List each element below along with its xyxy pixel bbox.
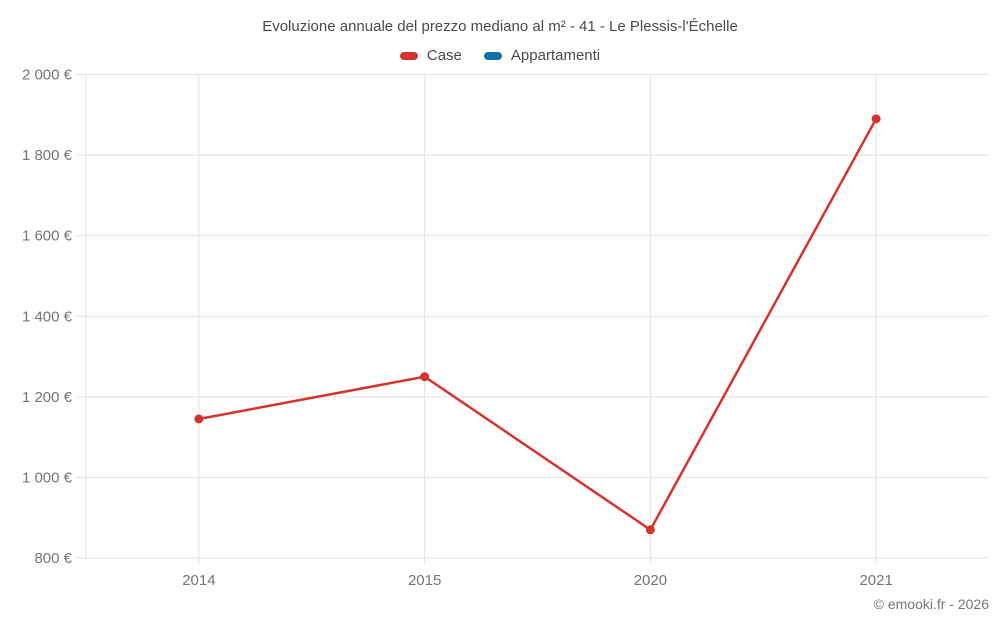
y-tick-label: 2 000 € [22,67,73,84]
legend-item-case[interactable]: Case [399,47,462,64]
x-tick-label: 2020 [634,572,667,589]
y-tick-label: 1 600 € [22,228,73,245]
x-tick-label: 2014 [182,572,215,589]
y-tick-label: 1 200 € [22,389,73,406]
chart-legend: Case Appartamenti [0,47,1000,64]
data-point-case-2021[interactable] [871,114,881,124]
y-tick-label: 1 000 € [22,469,73,486]
x-tick-label: 2021 [859,572,892,589]
data-point-case-2020[interactable] [645,525,655,535]
x-tick-label: 2015 [408,572,441,589]
y-tick-label: 1 400 € [22,308,73,325]
y-tick-label: 800 € [34,550,72,567]
legend-item-appartamenti[interactable]: Appartamenti [483,47,601,64]
y-tick-label: 1 800 € [22,147,73,164]
legend-label-appartamenti: Appartamenti [510,47,601,64]
data-point-case-2015[interactable] [420,372,430,382]
series-line-case [198,118,878,532]
data-point-case-2014[interactable] [194,414,204,424]
case-series-swatch-icon [399,51,418,60]
appartamenti-series-swatch-icon [483,51,502,60]
legend-label-case: Case [426,47,462,64]
copyright-text: © emooki.fr - 2026 [873,596,989,612]
chart-title: Evoluzione annuale del prezzo mediano al… [262,18,738,35]
